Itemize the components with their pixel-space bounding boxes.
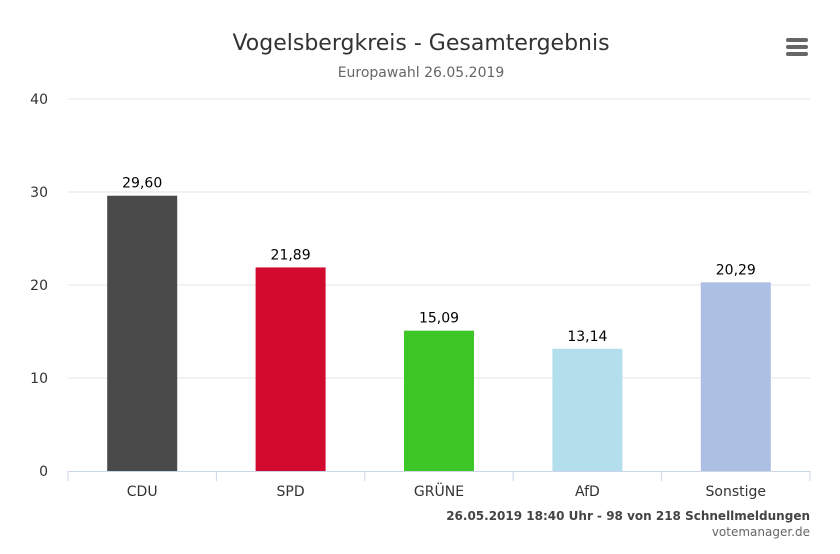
credits-source[interactable]: votemanager.de [712, 525, 810, 539]
data-label: 20,29 [716, 262, 756, 278]
y-tick-label: 40 [30, 92, 48, 108]
y-tick-label: 10 [30, 371, 48, 387]
bar-sonstige[interactable] [700, 282, 771, 471]
y-tick-label: 0 [39, 464, 48, 480]
bar-afd[interactable] [552, 348, 623, 471]
x-tick-label: GRÜNE [414, 482, 464, 500]
y-tick-label: 20 [30, 278, 48, 294]
bar-grüne[interactable] [404, 330, 474, 471]
hamburger-menu-icon[interactable] [784, 32, 812, 60]
x-tick-label: CDU [127, 484, 158, 500]
bar-spd[interactable] [255, 267, 326, 471]
data-label: 15,09 [419, 311, 459, 327]
y-axis: 0 10 20 30 40 [30, 92, 48, 480]
bar-cdu[interactable] [107, 195, 178, 471]
data-label: 21,89 [271, 247, 311, 263]
x-tick-label: SPD [277, 484, 305, 500]
x-axis: CDU SPD GRÜNE AfD Sonstige [67, 471, 811, 500]
bar-series: 29,60 21,89 15,09 13,14 20,29 [107, 176, 771, 471]
data-label: 29,60 [122, 176, 162, 192]
x-tick-label: AfD [575, 484, 600, 500]
chart-subtitle: Europawahl 26.05.2019 [338, 65, 505, 81]
credits-status: 26.05.2019 18:40 Uhr - 98 von 218 Schnel… [446, 509, 810, 523]
data-label: 13,14 [567, 329, 607, 345]
y-tick-label: 30 [30, 185, 48, 201]
x-tick-label: Sonstige [706, 484, 767, 500]
chart-title: Vogelsbergkreis - Gesamtergebnis [232, 31, 609, 56]
